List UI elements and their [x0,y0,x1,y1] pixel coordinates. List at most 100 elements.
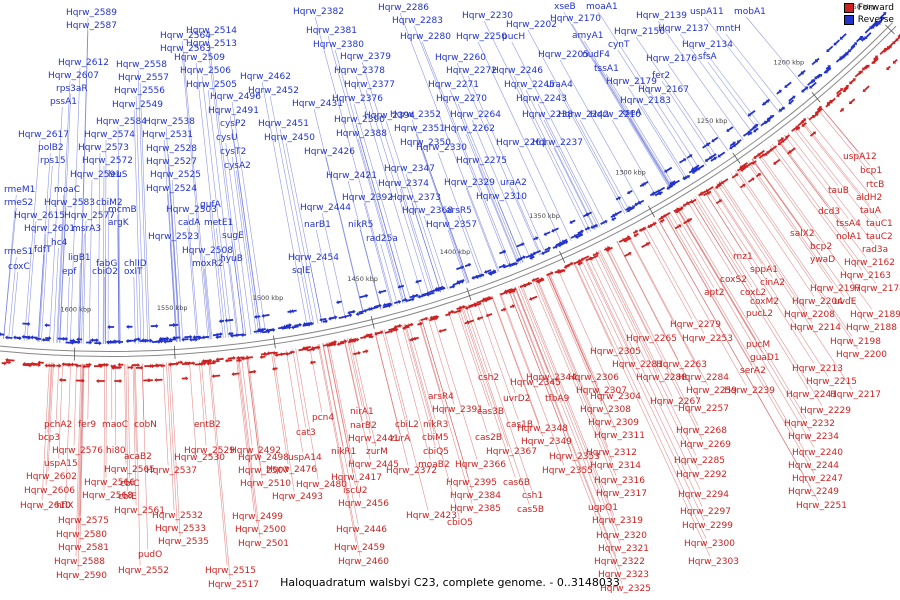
gene-label-forward[interactable]: Hqrw_2217 [830,390,881,400]
gene-label-forward[interactable]: Hqrw_2517 [208,580,259,590]
gene-label-forward[interactable]: apt2 [704,288,725,298]
gene-label-forward[interactable]: cobN [134,420,157,430]
gene-label-reverse[interactable]: Hqrw_2374 [378,179,429,189]
gene-label-reverse[interactable]: Hqrw_2390 [334,115,385,125]
gene-label-reverse[interactable]: pucH [502,32,526,42]
gene-label-reverse[interactable]: mobA1 [734,7,766,17]
gene-label-reverse[interactable]: Hqrw_2134 [682,40,733,50]
gene-label-forward[interactable]: Hqrw_2610 [20,501,71,511]
gene-label-forward[interactable]: coxS2 [720,275,747,285]
gene-label-forward[interactable]: Hqrw_2244 [788,461,839,471]
gene-label-forward[interactable]: Hqrw_2552 [118,566,169,576]
gene-label-reverse[interactable]: argK [108,218,129,228]
gene-label-forward[interactable]: coxM2 [750,297,779,307]
gene-label-reverse[interactable]: Hqrw_2450 [264,133,315,143]
gene-label-forward[interactable]: guaD1 [750,353,780,363]
gene-label-reverse[interactable]: Hqrw_2523 [148,232,199,242]
gene-label-forward[interactable]: Hqrw_2267 [650,397,701,407]
gene-label-reverse[interactable]: rad25a [366,234,398,244]
gene-label-forward[interactable]: Hqrw_2259 [686,386,737,396]
gene-label-reverse[interactable]: Hqrw_2508 [182,246,233,256]
gene-label-forward[interactable]: Hqrw_2384 [450,491,501,501]
gene-label-forward[interactable]: moaB2 [418,460,450,470]
gene-label-forward[interactable]: Hqrw_2200 [836,350,887,360]
gene-label-reverse[interactable]: nikR5 [348,220,374,230]
gene-label-reverse[interactable]: nudF4 [582,50,611,60]
gene-label-forward[interactable]: Hqrw_2590 [56,571,107,581]
gene-label-reverse[interactable]: Hqrw_2531 [142,130,193,140]
gene-label-forward[interactable]: Hqrw_2279 [670,320,721,330]
gene-label-forward[interactable]: tauB [828,186,849,196]
gene-label-forward[interactable]: Hqrw_2299 [682,521,733,531]
gene-label-reverse[interactable]: Hqrw_2379 [340,52,391,62]
gene-label-forward[interactable]: acaB2 [124,452,152,462]
gene-label-forward[interactable]: Hqrw_2499 [232,512,283,522]
gene-label-forward[interactable]: Hqrw_2568 [82,491,133,501]
gene-label-forward[interactable]: Hqrw_2249 [788,487,839,497]
gene-label-reverse[interactable]: Hqrw_2573 [78,143,129,153]
gene-label-forward[interactable]: Hqrw_2263 [656,360,707,370]
gene-label-forward[interactable]: Hqrw_2325 [600,584,651,594]
gene-label-forward[interactable]: salX2 [790,229,815,239]
gene-label-reverse[interactable]: Hqrw_2373 [390,193,441,203]
gene-label-reverse[interactable]: Hqrw_2380 [313,40,364,50]
gene-label-forward[interactable]: uspA15 [44,459,78,469]
gene-label-forward[interactable]: Hqrw_2281 [612,360,663,370]
gene-label-forward[interactable]: nolA1 [836,232,862,242]
gene-label-forward[interactable]: Hqrw_2480 [296,480,347,490]
gene-label-reverse[interactable]: hc4 [51,238,68,248]
gene-label-reverse[interactable]: coxC [8,262,30,272]
gene-label-forward[interactable]: Hqrw_2602 [26,472,77,482]
gene-label-reverse[interactable]: Hqrw_2205 [538,50,589,60]
gene-label-forward[interactable]: Hqrw_2576 [52,446,103,456]
gene-label-reverse[interactable]: Hqrw_2577 [64,211,115,221]
gene-label-forward[interactable]: Hqrw_2319 [592,516,643,526]
gene-label-reverse[interactable]: Hqrw_2601 [24,224,75,234]
gene-label-reverse[interactable]: ligB1 [68,253,91,263]
gene-label-forward[interactable]: cas3B [477,407,505,417]
gene-label-forward[interactable]: entB2 [194,420,221,430]
gene-label-reverse[interactable]: Hqrw_2352 [390,110,441,120]
gene-label-reverse[interactable]: Hqrw_2525 [150,170,201,180]
gene-label-reverse[interactable]: Hqrw_2388 [336,129,387,139]
gene-label-reverse[interactable]: Hqrw_2260 [435,53,486,63]
gene-label-reverse[interactable]: metE1 [204,218,234,228]
gene-label-reverse[interactable]: Hqrw_2444 [300,203,351,213]
gene-label-forward[interactable]: Hqrw_2580 [56,530,107,540]
gene-label-forward[interactable]: Hqrw_2510 [240,479,291,489]
gene-label-reverse[interactable]: Hqrw_2506 [180,66,231,76]
gene-label-reverse[interactable]: Hqrw_2243 [516,94,567,104]
gene-label-forward[interactable]: hflX [56,501,74,511]
gene-label-reverse[interactable]: Hqrw_2376 [332,94,383,104]
gene-label-forward[interactable]: Hqrw_2492 [230,446,281,456]
gene-label-reverse[interactable]: narB1 [304,220,331,230]
gene-label-forward[interactable]: iscU2 [343,486,368,496]
gene-label-reverse[interactable]: Hqrw_2514 [186,26,237,36]
gene-label-reverse[interactable]: fer2 [652,71,671,81]
gene-label-reverse[interactable]: Hqrw_2264 [450,110,501,120]
gene-label-forward[interactable]: Hqrw_2395 [446,478,497,488]
gene-label-reverse[interactable]: Hqrw_2270 [436,94,487,104]
gene-label-reverse[interactable]: Hqrw_2170 [550,14,601,24]
gene-label-reverse[interactable]: Hqrw_2528 [146,144,197,154]
gene-label-forward[interactable]: narB2 [350,421,377,431]
gene-label-forward[interactable]: Hqrw_2208 [784,310,835,320]
gene-label-reverse[interactable]: Hqrw_2286 [378,3,429,13]
gene-label-forward[interactable]: cbiL2 [395,420,419,430]
gene-label-reverse[interactable]: Hqrw_2524 [146,184,197,194]
gene-label-forward[interactable]: Hqrw_2423 [406,511,457,521]
gene-label-forward[interactable]: tauC1 [866,219,893,229]
gene-label-forward[interactable]: Hqrw_2239 [724,386,775,396]
gene-label-forward[interactable]: fer9 [78,420,97,430]
gene-label-reverse[interactable]: cbiM2 [96,198,123,208]
gene-label-forward[interactable]: Hqrw_2507 [238,466,289,476]
gene-label-reverse[interactable]: Hqrw_2589 [66,8,117,18]
gene-label-forward[interactable]: zurA [390,434,411,444]
gene-label-forward[interactable]: Hqrw_2391 [432,405,483,415]
gene-label-forward[interactable]: Hqrw_2535 [158,537,209,547]
gene-label-forward[interactable]: Hqrw_2355 [542,466,593,476]
gene-label-forward[interactable]: cbiO5 [447,518,473,528]
gene-label-forward[interactable]: Hqrw_2515 [205,566,256,576]
gene-label-forward[interactable]: Hqrw_2575 [58,516,109,526]
gene-label-reverse[interactable]: Hqrw_2351 [394,124,445,134]
